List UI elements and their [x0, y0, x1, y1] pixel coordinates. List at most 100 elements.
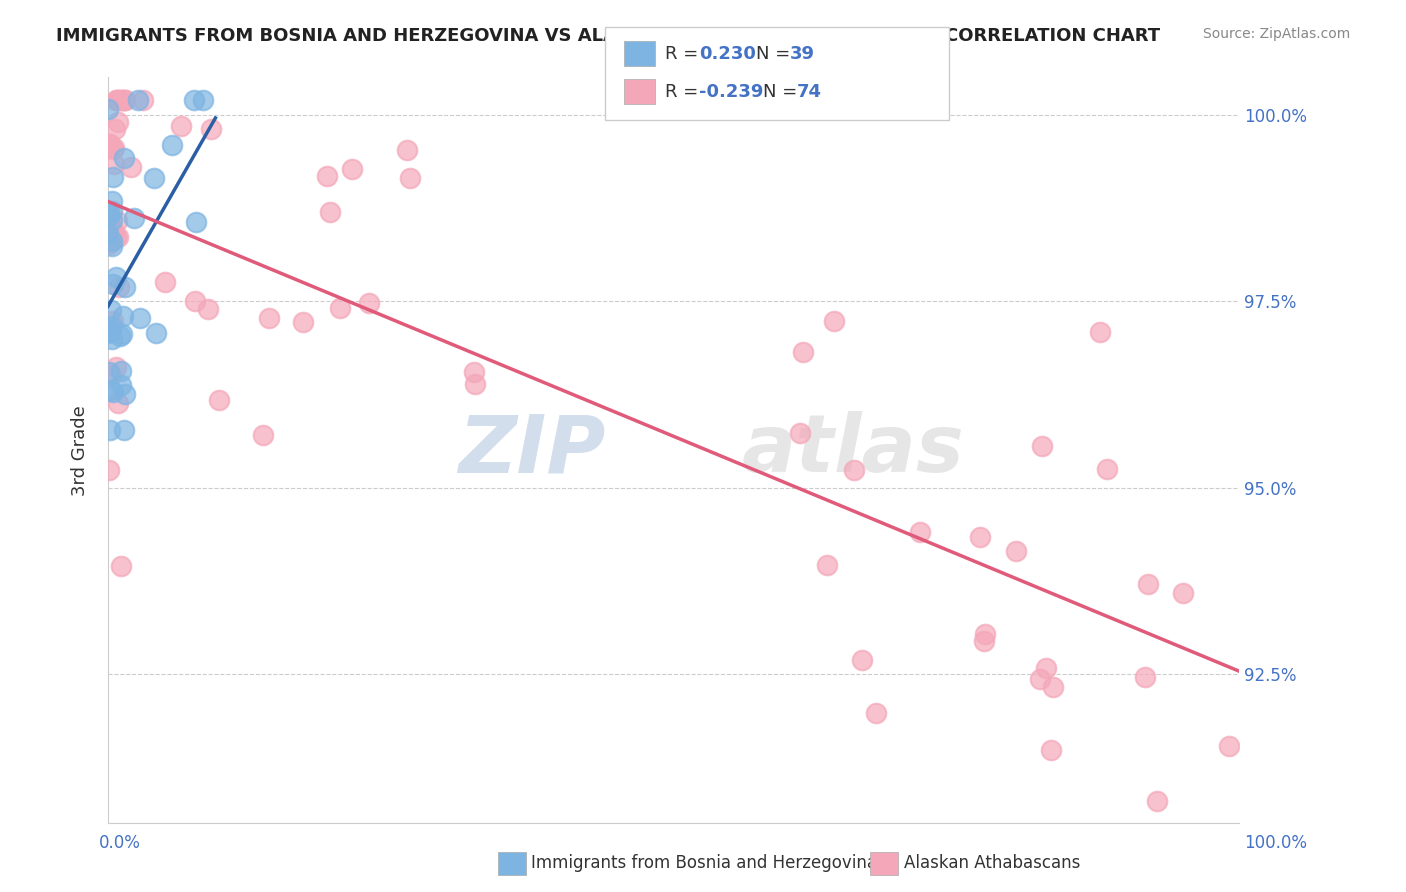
Point: [1090, 325, 1112, 339]
Point: [200, 122, 222, 136]
Point: [143, 171, 166, 186]
Point: [105, 93, 128, 107]
Point: [191, 93, 214, 107]
Point: [100, 302, 122, 317]
Point: [100, 220, 122, 235]
Point: [105, 269, 128, 284]
Point: [340, 162, 363, 177]
Point: [259, 310, 281, 325]
Point: [155, 275, 177, 289]
Point: [110, 378, 132, 392]
Point: [316, 169, 339, 183]
Point: [1137, 577, 1160, 591]
Point: [111, 327, 134, 342]
Point: [101, 235, 124, 249]
Point: [104, 122, 127, 136]
Point: [101, 227, 124, 241]
Point: [132, 93, 155, 107]
Point: [1095, 462, 1118, 476]
Point: [127, 93, 149, 107]
Point: [105, 93, 128, 107]
Point: [112, 151, 135, 165]
Text: Source: ZipAtlas.com: Source: ZipAtlas.com: [1202, 27, 1350, 41]
Text: 39: 39: [790, 45, 815, 62]
Point: [208, 393, 231, 408]
Point: [98, 136, 121, 151]
Point: [100, 332, 122, 346]
Point: [291, 314, 314, 328]
Point: [111, 93, 134, 107]
Text: Alaskan Athabascans: Alaskan Athabascans: [904, 855, 1080, 872]
Point: [101, 170, 124, 185]
Point: [842, 463, 865, 477]
Point: [114, 93, 136, 107]
Text: N =: N =: [756, 45, 796, 62]
Point: [114, 280, 136, 294]
Point: [108, 279, 131, 293]
Point: [851, 653, 873, 667]
Point: [101, 213, 124, 227]
Point: [910, 525, 932, 540]
Point: [105, 214, 128, 228]
Point: [395, 143, 418, 157]
Point: [108, 93, 131, 107]
Point: [815, 558, 838, 573]
Point: [98, 205, 121, 219]
Point: [101, 204, 124, 219]
Point: [1173, 585, 1195, 599]
Point: [114, 387, 136, 401]
Point: [399, 171, 422, 186]
Text: Immigrants from Bosnia and Herzegovina: Immigrants from Bosnia and Herzegovina: [531, 855, 877, 872]
Text: 100.0%: 100.0%: [1244, 834, 1308, 852]
Point: [104, 359, 127, 374]
Point: [183, 293, 205, 308]
Point: [792, 344, 814, 359]
Point: [98, 365, 121, 379]
Text: -0.239: -0.239: [699, 83, 763, 101]
Point: [101, 277, 124, 291]
Point: [865, 706, 887, 720]
Point: [112, 423, 135, 437]
Point: [969, 531, 991, 545]
Point: [128, 311, 150, 326]
Point: [252, 428, 274, 442]
Point: [1029, 672, 1052, 686]
Point: [1218, 739, 1240, 753]
Point: [97, 326, 120, 340]
Point: [1133, 670, 1156, 684]
Point: [100, 368, 122, 382]
Text: 0.0%: 0.0%: [98, 834, 141, 852]
Point: [170, 119, 193, 133]
Point: [823, 313, 845, 327]
Point: [97, 137, 120, 152]
Point: [197, 302, 219, 317]
Point: [100, 324, 122, 338]
Point: [100, 383, 122, 397]
Point: [464, 376, 486, 391]
Point: [107, 93, 129, 107]
Point: [103, 157, 125, 171]
Point: [97, 226, 120, 240]
Point: [973, 633, 995, 648]
Y-axis label: 3rd Grade: 3rd Grade: [72, 405, 89, 496]
Point: [101, 314, 124, 328]
Point: [103, 141, 125, 155]
Text: R =: R =: [665, 83, 704, 101]
Point: [108, 329, 131, 343]
Point: [97, 103, 120, 117]
Point: [1035, 661, 1057, 675]
Point: [110, 558, 132, 573]
Point: [183, 93, 205, 107]
Text: 0.230: 0.230: [699, 45, 755, 62]
Text: 74: 74: [797, 83, 823, 101]
Point: [103, 142, 125, 156]
Point: [105, 229, 128, 244]
Point: [103, 384, 125, 399]
Point: [1039, 743, 1062, 757]
Point: [98, 208, 121, 222]
Point: [1004, 543, 1026, 558]
Point: [160, 138, 183, 153]
Point: [97, 323, 120, 337]
Point: [114, 93, 136, 107]
Point: [329, 301, 352, 315]
